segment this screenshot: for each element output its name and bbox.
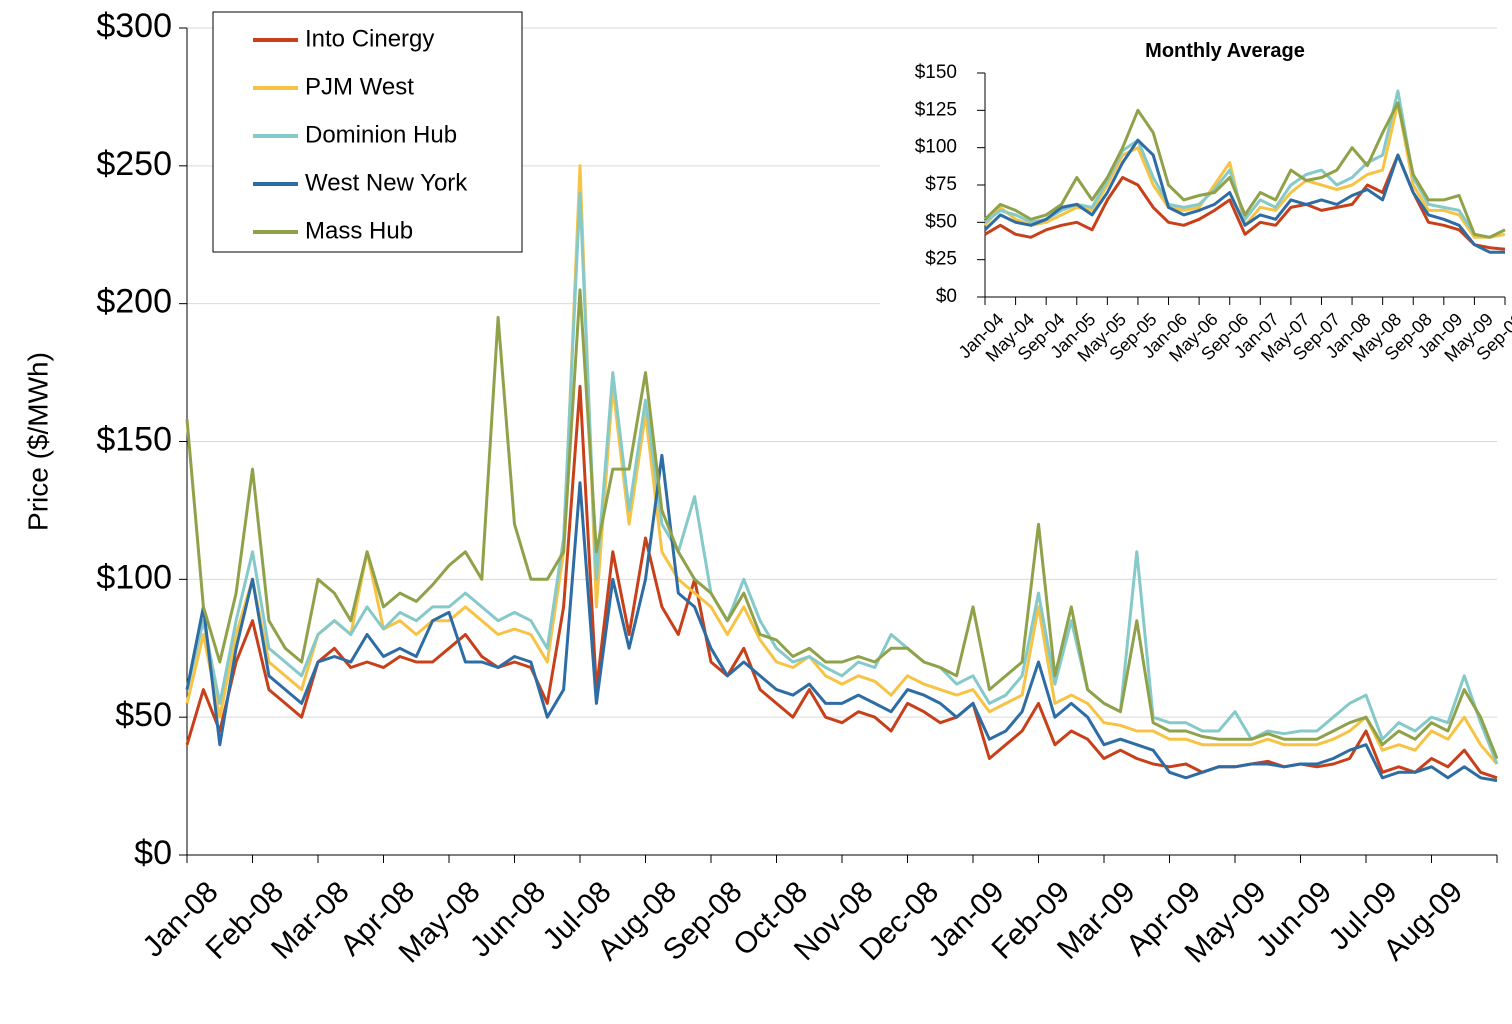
series-line xyxy=(185,453,1498,783)
y-tick-label: $150 xyxy=(915,62,957,83)
y-tick-label: $25 xyxy=(925,249,957,270)
legend-label: Into Cinergy xyxy=(305,25,434,52)
y-tick-label: $250 xyxy=(96,145,172,183)
y-axis-label: Price ($/MWh) xyxy=(22,352,53,531)
series-line xyxy=(185,164,1499,765)
legend-box xyxy=(212,11,523,253)
y-tick-label: $300 xyxy=(96,7,172,45)
y-tick-label: $100 xyxy=(915,137,957,158)
chart-title: Monthly Average xyxy=(1145,40,1305,62)
series-line xyxy=(185,288,1499,760)
y-tick-label: $50 xyxy=(925,211,957,232)
legend-label: Mass Hub xyxy=(305,217,413,244)
legend-label: PJM West xyxy=(305,73,414,100)
y-tick-label: $0 xyxy=(936,286,957,307)
y-tick-label: $75 xyxy=(925,174,957,195)
series-line xyxy=(983,101,1506,239)
legend-label: Dominion Hub xyxy=(305,121,457,148)
y-tick-label: $0 xyxy=(134,834,172,872)
y-tick-label: $50 xyxy=(115,696,172,734)
series-line xyxy=(983,138,1505,254)
series-line xyxy=(185,191,1499,765)
y-tick-label: $150 xyxy=(96,420,172,458)
y-tick-label: $125 xyxy=(915,99,957,120)
y-tick-label: $200 xyxy=(96,283,172,321)
legend-label: West New York xyxy=(305,169,468,196)
y-tick-label: $100 xyxy=(96,558,172,596)
